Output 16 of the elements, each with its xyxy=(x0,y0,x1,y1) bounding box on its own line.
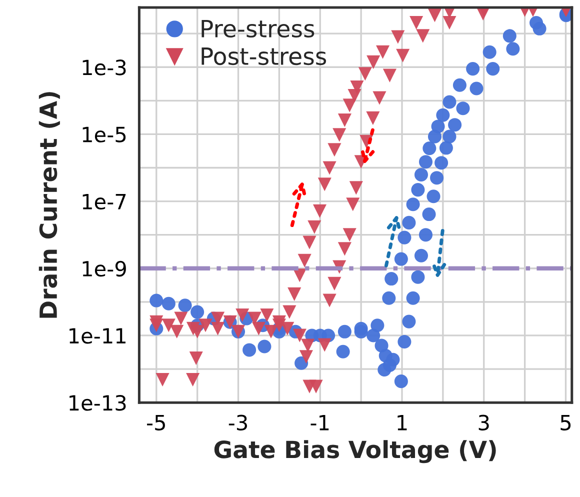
y-tick-label: 1e-3 xyxy=(82,60,126,76)
legend-label: Post-stress xyxy=(202,48,326,66)
y-tick-label: 1e-5 xyxy=(82,126,126,142)
x-tick-label: -5 xyxy=(147,415,165,430)
x-tick-label: 3 xyxy=(478,414,489,430)
y-tick-label: 1e-9 xyxy=(82,260,126,277)
x-tick-label: 1 xyxy=(398,415,407,430)
y-tick-label: 1e-11 xyxy=(70,328,126,344)
y-tick-label: 1e-7 xyxy=(82,194,126,210)
x-axis-title: Gate Bias Voltage (V) xyxy=(214,440,496,464)
x-tick-label: -3 xyxy=(228,414,247,430)
x-tick-label: 5 xyxy=(560,415,571,430)
legend-label: Pre-stress xyxy=(202,20,314,38)
x-tick-label: -1 xyxy=(310,415,329,430)
y-tick-label: 1e-13 xyxy=(70,395,126,411)
y-axis-title: Drain Current (A) xyxy=(38,92,60,318)
